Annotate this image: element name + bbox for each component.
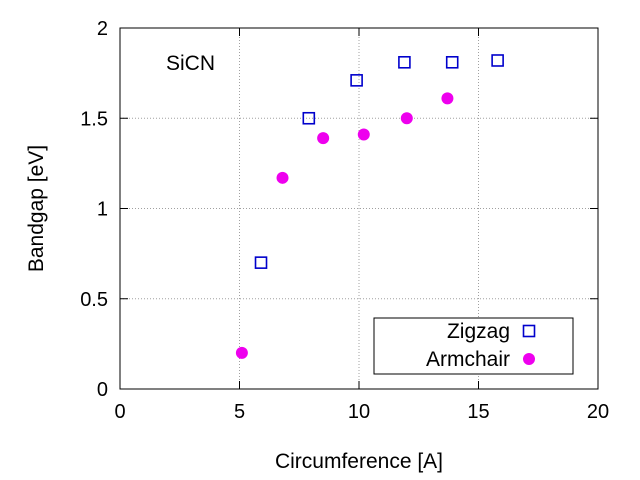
- x-tick-label: 0: [114, 401, 125, 423]
- y-tick-label: 0.5: [80, 289, 108, 311]
- zigzag-point: [254, 256, 268, 269]
- data-points: [235, 54, 504, 359]
- legend-marker-zigzag: [522, 324, 536, 338]
- chart-annotation: SiCN: [166, 52, 215, 75]
- armchair-point: [235, 346, 248, 359]
- armchair-point: [357, 128, 370, 141]
- y-tick-label: 2: [97, 18, 108, 40]
- y-tick-label: 1: [97, 199, 108, 221]
- legend-label-armchair: Armchair: [426, 348, 510, 371]
- zigzag-point: [350, 74, 363, 87]
- armchair-point: [317, 132, 330, 145]
- y-tick-label: 1.5: [80, 108, 108, 130]
- armchair-point: [400, 112, 413, 125]
- legend-label-zigzag: Zigzag: [447, 320, 510, 343]
- x-tick-label: 10: [348, 401, 370, 423]
- zigzag-point: [302, 111, 316, 125]
- x-tick-label: 5: [234, 401, 245, 423]
- legend-marker-armchair: [523, 353, 535, 365]
- x-tick-label: 15: [467, 401, 489, 423]
- legend-box: [373, 317, 574, 375]
- y-axis-label: Bandgap [eV]: [25, 145, 48, 272]
- legend-markers: [522, 324, 536, 365]
- zigzag-point: [398, 55, 411, 69]
- zigzag-point: [445, 55, 459, 69]
- zigzag-point: [491, 54, 504, 67]
- armchair-point: [276, 171, 289, 184]
- axis-ticks: [119, 27, 599, 390]
- tick-labels: 0 5 10 15 20 0 0.5 1 1.5 2: [80, 18, 609, 423]
- armchair-point: [441, 92, 454, 105]
- legend: Zigzag Armchair: [373, 317, 574, 375]
- x-tick-label: 20: [587, 401, 609, 423]
- y-tick-label: 0: [97, 379, 108, 401]
- x-axis-label: Circumference [A]: [275, 450, 443, 473]
